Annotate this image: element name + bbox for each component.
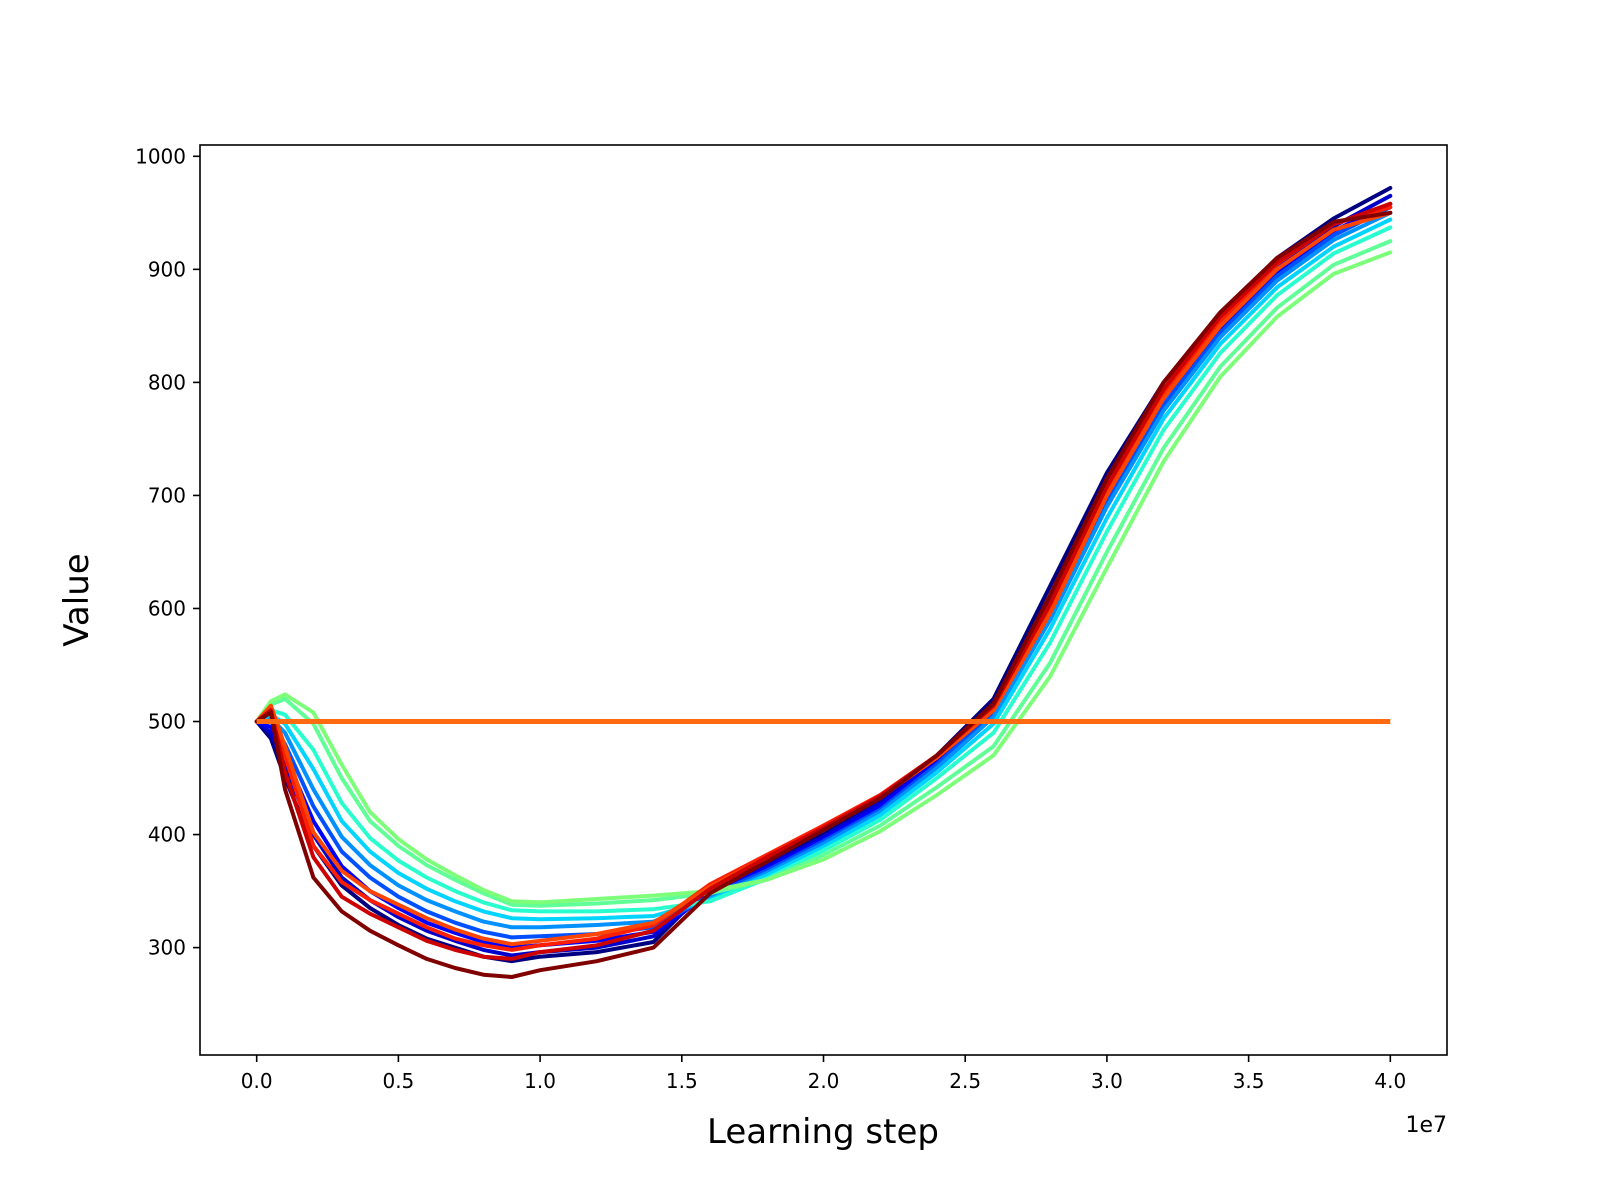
series-line-9 [254, 250, 1393, 905]
x-tick-label: 1.5 [666, 1069, 698, 1093]
series-line-13 [254, 210, 1393, 979]
x-tick-label: 0.5 [382, 1069, 414, 1093]
y-tick-label: 800 [148, 370, 186, 394]
series-line-7 [254, 225, 1393, 914]
series-line-12 [254, 201, 1393, 961]
x-tick-label: 1.0 [524, 1069, 556, 1093]
y-tick-label: 700 [148, 483, 186, 507]
series-line-11 [254, 210, 1393, 947]
y-tick-label: 1000 [135, 144, 186, 168]
x-tick-label: 3.5 [1233, 1069, 1265, 1093]
series-line-6 [254, 217, 1393, 922]
series-line-4 [254, 205, 1393, 940]
x-offset-text: 1e7 [1405, 1113, 1447, 1138]
series-line-8 [254, 239, 1393, 908]
series-line-10 [254, 205, 1393, 952]
y-tick-label: 600 [148, 596, 186, 620]
y-tick-label: 400 [148, 823, 186, 847]
x-tick-label: 2.5 [949, 1069, 981, 1093]
x-axis-label: Learning step [707, 1112, 939, 1152]
x-tick-label: 3.0 [1091, 1069, 1123, 1093]
x-tick-label: 4.0 [1374, 1069, 1406, 1093]
y-axis-label: Value [57, 553, 97, 646]
x-tick-label: 0.0 [241, 1069, 273, 1093]
y-axis: 300 400 500 600 700 800 900 1000 [135, 144, 200, 960]
y-tick-label: 300 [148, 936, 186, 960]
series-layer [254, 186, 1393, 979]
x-tick-label: 2.0 [808, 1069, 840, 1093]
y-tick-label: 500 [148, 710, 186, 734]
y-tick-label: 900 [148, 257, 186, 281]
x-axis: 0.0 0.5 1.0 1.5 2.0 2.5 3.0 3.5 4.0 [241, 1055, 1406, 1093]
